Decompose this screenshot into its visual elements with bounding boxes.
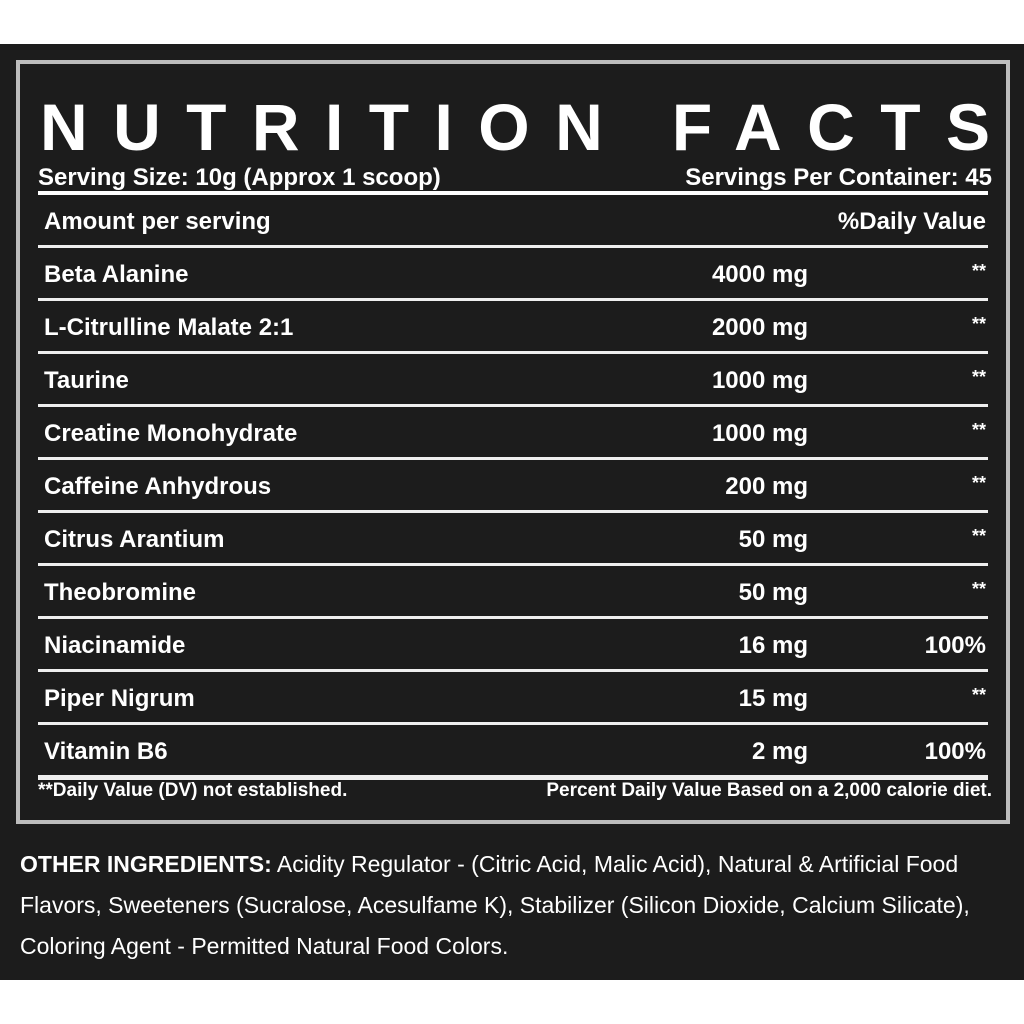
nutrient-daily-value: ** — [971, 420, 986, 440]
nutrient-row: Piper Nigrum 15 mg ** — [38, 672, 988, 725]
nutrient-daily-value: 100% — [924, 632, 986, 659]
nutrient-daily-value: 100% — [924, 738, 986, 765]
nutrient-name: Beta Alanine — [44, 261, 189, 288]
servings-per-container: Servings Per Container: 45 — [685, 164, 992, 191]
nutrient-row: Beta Alanine 4000 mg ** — [38, 248, 988, 301]
header-row: Amount per serving %Daily Value — [38, 195, 988, 248]
nutrient-daily-value: ** — [971, 579, 986, 599]
nutrient-amount: 1000 mg — [711, 420, 808, 447]
nutrient-row: Taurine 1000 mg ** — [38, 354, 988, 407]
nutrient-row: Caffeine Anhydrous 200 mg ** — [38, 460, 988, 513]
nutrient-daily-value: ** — [971, 685, 986, 705]
nutrient-amount: 2000 mg — [711, 314, 808, 341]
other-ingredients: OTHER INGREDIENTS: Acidity Regulator - (… — [20, 844, 1010, 967]
header-amount: Amount per serving — [44, 208, 271, 235]
nutrient-amount: 4000 mg — [711, 261, 808, 288]
nutrient-name: Theobromine — [44, 579, 197, 606]
nutrient-row: Theobromine 50 mg ** — [38, 566, 988, 619]
nutrient-amount: 16 mg — [738, 632, 808, 659]
nutrient-amount: 200 mg — [725, 473, 808, 500]
other-text: Acidity Regulator - (Citric Acid, Malic … — [20, 851, 970, 959]
serving-size: Serving Size: 10g (Approx 1 scoop) — [38, 164, 441, 191]
title: NUTRITION FACTS — [40, 90, 990, 158]
header-daily-value: %Daily Value — [837, 208, 986, 235]
nutrient-amount: 2 mg — [751, 738, 808, 765]
nutrient-amount: 1000 mg — [711, 367, 808, 394]
nutrient-daily-value: ** — [971, 473, 986, 493]
nutrient-daily-value: ** — [971, 367, 986, 387]
nutrient-name: Creatine Monohydrate — [44, 420, 298, 447]
footnote: Percent Daily Value Based on a 2,000 cal… — [546, 780, 992, 801]
label-panel: NUTRITION FACTS Serving Size: 10g (Appro… — [0, 44, 1024, 980]
nutrient-name: Citrus Arantium — [44, 526, 225, 553]
nutrient-daily-value: ** — [971, 261, 986, 281]
nutrient-name: Vitamin B6 — [44, 738, 168, 765]
nutrient-name: Niacinamide — [44, 632, 186, 659]
nutrient-daily-value: ** — [971, 526, 986, 546]
facts-box: NUTRITION FACTS Serving Size: 10g (Appro… — [16, 60, 1010, 824]
nutrient-row: Citrus Arantium 50 mg ** — [38, 513, 988, 566]
nutrient-daily-value: ** — [971, 314, 986, 334]
nutrient-row: Creatine Monohydrate 1000 mg ** — [38, 407, 988, 460]
nutrient-name: Taurine — [44, 367, 129, 394]
nutrient-amount: 50 mg — [738, 579, 808, 606]
nutrient-name: L-Citrulline Malate 2:1 — [44, 314, 294, 341]
nutrient-row: Vitamin B6 2 mg 100% — [38, 725, 988, 780]
other-label: OTHER INGREDIENTS: — [20, 851, 272, 877]
nutrient-table: Amount per serving %Daily Value Beta Ala… — [38, 191, 988, 780]
nutrient-name: Piper Nigrum — [44, 685, 195, 712]
nutrient-amount: 50 mg — [738, 526, 808, 553]
nutrient-amount: 15 mg — [738, 685, 808, 712]
footnote: **Daily Value (DV) not established. — [38, 780, 348, 801]
title-svg: NUTRITION FACTS — [40, 90, 990, 158]
nutrient-name: Caffeine Anhydrous — [44, 473, 272, 500]
nutrient-row: L-Citrulline Malate 2:1 2000 mg ** — [38, 301, 988, 354]
nutrient-row: Niacinamide 16 mg 100% — [38, 619, 988, 672]
